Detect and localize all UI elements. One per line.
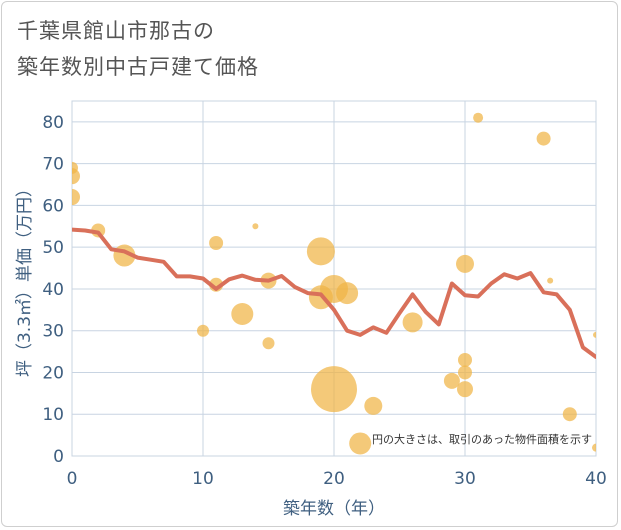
scatter-bubble <box>457 381 473 398</box>
scatter-bubble <box>311 366 357 413</box>
scatter-bubble <box>458 365 472 380</box>
x-tick-label: 0 <box>67 469 78 489</box>
x-tick-label: 30 <box>454 469 476 489</box>
scatter-bubble <box>197 324 209 337</box>
x-tick-label: 20 <box>323 469 345 489</box>
chart-title-line-2: 築年数別中古戸建て価格 <box>17 55 259 79</box>
chart-title: 千葉県館山市那古の 築年数別中古戸建て価格 <box>17 13 259 85</box>
scatter-bubble <box>562 407 577 422</box>
scatter-bubble <box>456 254 474 273</box>
x-tick-label: 40 <box>585 469 607 489</box>
y-tick-label: 60 <box>42 196 64 216</box>
scatter-bubble <box>262 337 275 350</box>
scatter-bubble <box>473 112 484 123</box>
y-tick-label: 30 <box>42 322 64 342</box>
y-tick-label: 50 <box>42 238 64 258</box>
y-tick-label: 70 <box>42 155 64 175</box>
size-note: 円の大きさは、取引のあった物件面積を示す <box>372 432 592 446</box>
scatter-bubble <box>72 189 80 206</box>
scatter-bubble <box>364 396 383 415</box>
plot-border <box>71 100 597 457</box>
scatter-bubble <box>306 237 335 266</box>
scatter-bubble <box>336 282 359 305</box>
y-tick-label: 40 <box>42 280 64 300</box>
scatter-bubble <box>209 236 224 250</box>
y-axis-title: 坪（3.3㎡）単価（万円） <box>15 180 35 377</box>
scatter-bubble <box>536 131 551 146</box>
chart-title-line-1: 千葉県館山市那古の <box>17 19 215 43</box>
scatter-bubble <box>458 352 472 367</box>
scatter-bubble <box>592 443 596 452</box>
scatter-bubble <box>547 277 554 284</box>
scatter-bubble <box>231 303 254 325</box>
y-tick-label: 20 <box>42 363 64 383</box>
scatter-bubble <box>593 331 596 338</box>
scatter-bubble <box>402 312 423 333</box>
y-tick-label: 80 <box>42 113 64 133</box>
x-tick-label: 10 <box>192 469 214 489</box>
y-tick-label: 10 <box>42 405 64 425</box>
scatter-bubble <box>72 168 80 185</box>
x-axis-title: 築年数（年） <box>283 499 385 519</box>
scatter-bubble <box>252 223 259 230</box>
average-price-line <box>72 227 596 359</box>
scatter-bubble <box>443 372 460 389</box>
scatter-bubble <box>349 432 372 455</box>
y-tick-label: 0 <box>53 447 64 467</box>
